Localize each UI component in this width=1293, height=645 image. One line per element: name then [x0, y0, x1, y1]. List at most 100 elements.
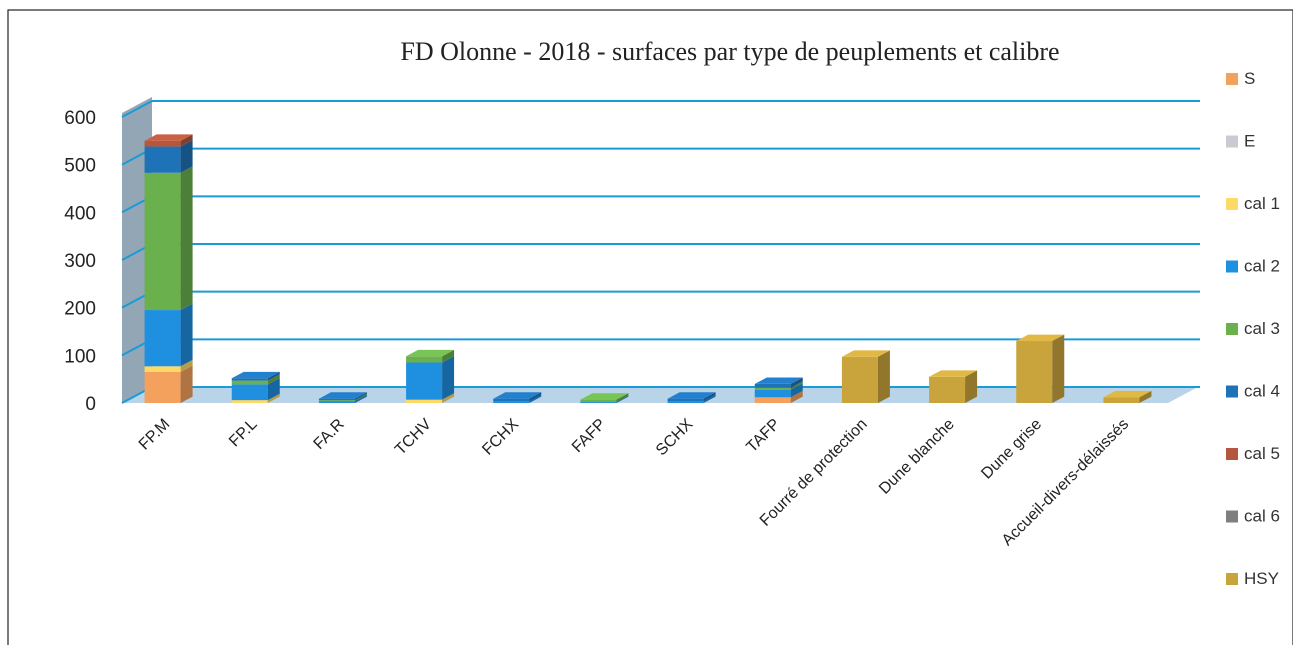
bar-segment-side	[267, 393, 280, 403]
bar-segment-side	[703, 394, 716, 403]
bar-segment-side	[529, 392, 542, 402]
bar-segment-side	[354, 393, 367, 402]
bar-segment	[1016, 341, 1053, 403]
bar-segment-side	[703, 392, 716, 402]
x-tick-label: Dune blanche	[876, 416, 958, 498]
bar-segment-side	[354, 394, 367, 403]
bar-segment-side	[442, 349, 455, 363]
bar-segment-side	[180, 166, 193, 311]
legend-label: E	[1244, 132, 1255, 151]
bar-segment-side	[1139, 390, 1152, 403]
bar-top	[144, 134, 193, 141]
bar-top	[493, 392, 542, 399]
bar-segment-side	[267, 371, 280, 381]
legend-swatch	[1226, 448, 1238, 460]
legend-label: cal 1	[1244, 194, 1280, 213]
bar-segment-side	[616, 393, 629, 403]
bar-segment	[144, 310, 181, 367]
bar-segment-side	[442, 393, 455, 403]
y-tick-label: 100	[64, 346, 96, 367]
bar-top	[318, 392, 367, 399]
legend-swatch	[1226, 323, 1238, 335]
bar-segment	[754, 397, 791, 403]
y-tick-label: 500	[64, 156, 96, 177]
legend-label: cal 5	[1244, 444, 1280, 463]
gridlines	[121, 97, 1200, 404]
bar-segment-side	[790, 383, 803, 398]
x-tick-label: FP.L	[226, 416, 261, 451]
bar-segment-side	[180, 359, 193, 373]
legend-swatch	[1226, 385, 1238, 398]
bar-segment-side	[790, 377, 803, 388]
gridline-depth	[121, 100, 153, 118]
chart-frame	[7, 9, 1293, 645]
bar-segment-side	[180, 365, 193, 403]
x-tick-label: TAFP	[743, 416, 783, 456]
bar-segment	[144, 146, 181, 173]
bar-top	[406, 349, 455, 357]
x-tick-label: FA.R	[311, 416, 348, 453]
bar-segment	[406, 356, 443, 363]
bar-segment	[144, 372, 181, 403]
bar-top	[667, 392, 716, 399]
bar-segment	[231, 384, 268, 401]
legend-swatch	[1226, 135, 1238, 148]
bar-segment	[1103, 397, 1140, 403]
legend-label: cal 2	[1244, 257, 1280, 276]
bar-segment-side	[180, 303, 193, 367]
legend-swatch	[1226, 573, 1238, 585]
bar-top	[929, 370, 978, 377]
bar-segment-side	[965, 370, 978, 403]
side-wall	[122, 97, 152, 403]
legend-label: cal 6	[1244, 507, 1280, 526]
bar-segment	[493, 398, 530, 402]
bar-top	[231, 371, 280, 379]
x-tick-label: Dune grise	[978, 416, 1045, 483]
legend-label: cal 3	[1244, 319, 1280, 338]
bar-segment	[144, 366, 181, 373]
bar-segment-side	[790, 381, 803, 390]
bar-segment-side	[790, 390, 803, 403]
x-tick-label: FCHX	[479, 416, 522, 459]
legend-swatch	[1226, 198, 1238, 210]
bar-segment-side	[354, 392, 367, 401]
y-axis-tick-labels: 0 100 200 300 400 500 600	[64, 108, 96, 415]
x-tick-label: FP.M	[136, 416, 174, 454]
bar-segment	[493, 401, 530, 403]
bar-segment	[754, 387, 791, 390]
bar-segment-side	[267, 378, 280, 401]
bar-segment	[841, 356, 878, 403]
x-tick-label: SCHX	[653, 416, 697, 460]
y-tick-label: 400	[64, 203, 96, 224]
bar-segment	[929, 376, 966, 403]
bar-segment	[667, 401, 704, 403]
y-tick-label: 300	[64, 251, 96, 272]
bar-segment	[318, 401, 355, 403]
bar-segment-side	[877, 350, 890, 403]
bar-segment	[406, 399, 443, 403]
bar-segment	[754, 383, 791, 388]
legend-swatch	[1226, 73, 1238, 85]
bar-segment	[144, 140, 181, 147]
legend-label: HSY	[1244, 569, 1279, 588]
legend-swatch	[1226, 260, 1238, 273]
bars	[144, 134, 1152, 403]
x-tick-label: TCHV	[392, 416, 435, 459]
bar-segment	[754, 389, 791, 398]
y-tick-label: 0	[85, 394, 96, 415]
bar-segment	[144, 172, 181, 311]
bar-segment-side	[267, 374, 280, 385]
bar-top	[1103, 390, 1152, 398]
bar-segment-side	[1052, 334, 1065, 403]
bar-top	[580, 393, 629, 400]
y-tick-label: 200	[64, 299, 96, 320]
bar-segment	[406, 362, 443, 400]
bar-top	[754, 377, 803, 384]
bar-segment-side	[442, 356, 455, 400]
x-tick-label: FAFP	[569, 416, 609, 456]
bar-segment-side	[180, 134, 193, 147]
bar-segment	[667, 398, 704, 402]
chart-title: FD Olonne - 2018 - surfaces par type de …	[400, 37, 1059, 66]
legend-label: S	[1244, 69, 1255, 88]
